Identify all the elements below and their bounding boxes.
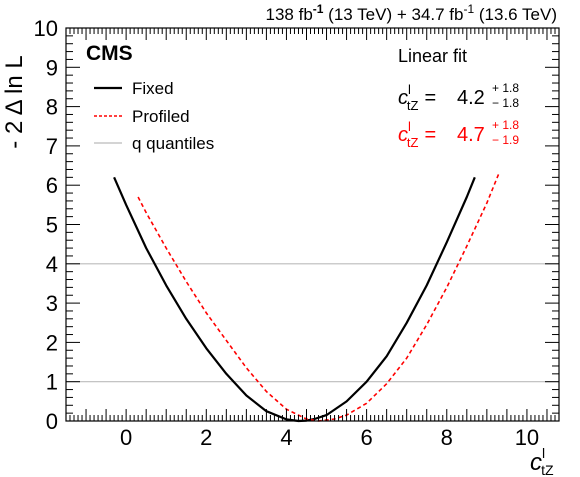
y-tick-label: 8 (46, 95, 58, 120)
y-tick-label: 9 (46, 55, 58, 80)
x-tick-label: 10 (515, 425, 539, 450)
fit-result-fixed: cl tZ = 4.2 + 1.8 − 1.8 (398, 81, 519, 113)
legend-label-profiled: Profiled (132, 107, 190, 126)
x-axis-label: cl tZ (530, 445, 554, 477)
x-tick-label: 4 (280, 425, 292, 450)
x-tick-label: 6 (360, 425, 372, 450)
legend: Fixed Profiled q quantiles (94, 79, 214, 153)
x-tick-label: 2 (200, 425, 212, 450)
fit-symbol-fixed: cl tZ = (398, 82, 436, 113)
y-tick-label: 3 (46, 291, 58, 316)
fit-down-fixed: − 1.8 (492, 96, 519, 110)
y-axis-label: - 2 Δ ln L (1, 55, 28, 148)
y-tick-label: 7 (46, 134, 58, 159)
series-line-profiled (137, 173, 500, 422)
legend-label-fixed: Fixed (132, 79, 174, 98)
fit-central-profiled: 4.7 (457, 124, 485, 146)
fit-down-profiled: − 1.9 (492, 133, 519, 147)
fit-result-profiled: cl tZ = 4.7 + 1.8 − 1.9 (398, 118, 519, 150)
x-tick-label: 0 (120, 425, 132, 450)
legend-label-quantiles: q quantiles (132, 134, 214, 153)
y-tick-label: 2 (46, 330, 58, 355)
x-tick-label: 8 (441, 425, 453, 450)
lumi-label: 138 fb-1 (13 TeV) + 34.7 fb-1 (13.6 TeV) (266, 2, 557, 24)
fit-up-fixed: + 1.8 (492, 81, 519, 95)
fit-title: Linear fit (398, 46, 467, 66)
y-tick-label: 10 (34, 16, 58, 41)
plot-frame (65, 27, 560, 422)
fit-symbol-profiled: cl tZ = (398, 119, 436, 150)
y-tick-label: 5 (46, 213, 58, 238)
y-tick-label: 6 (46, 173, 58, 198)
y-tick-label: 0 (46, 409, 58, 434)
series-line-fixed (113, 176, 476, 423)
y-tick-label: 1 (46, 370, 58, 395)
fit-up-profiled: + 1.8 (492, 118, 519, 132)
y-tick-label: 4 (46, 252, 58, 277)
fit-central-fixed: 4.2 (457, 87, 485, 109)
experiment-label: CMS (86, 42, 133, 65)
